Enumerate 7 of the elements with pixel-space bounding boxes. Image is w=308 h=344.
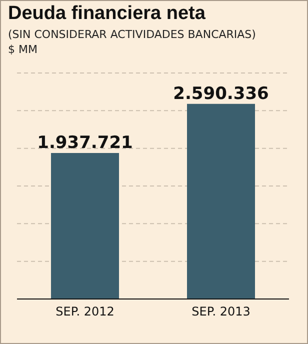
y-axis-title: $ MM [8, 43, 38, 56]
data-label: 1.937.721 [37, 133, 133, 154]
data-label: 2.590.336 [173, 84, 269, 104]
x-tick-label: SEP. 2013 [192, 304, 250, 319]
x-tick-label: SEP. 2012 [56, 304, 114, 319]
chart-subtitle: (SIN CONSIDERAR ACTIVIDADES BANCARIAS) [8, 28, 256, 41]
chart-title: Deuda financiera neta [8, 3, 206, 25]
